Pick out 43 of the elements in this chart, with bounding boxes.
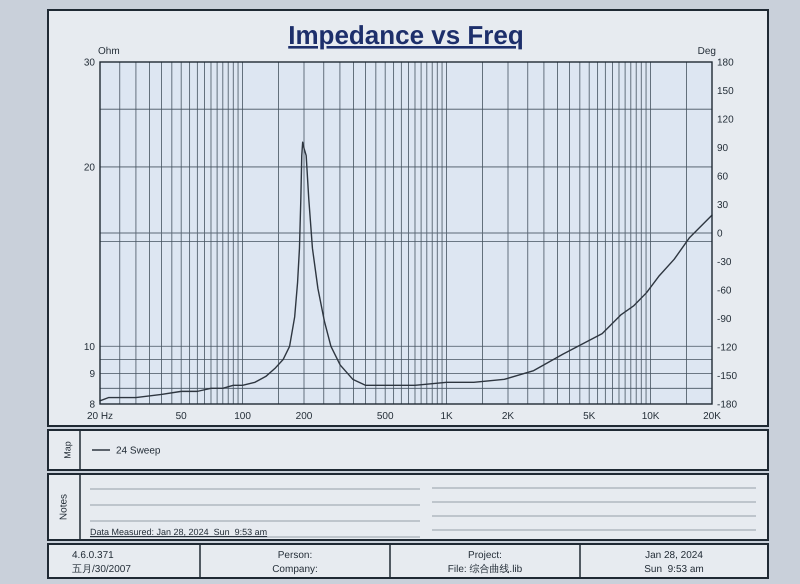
text: Jan 28, 2024 [645,550,704,561]
y2-tick-label: 180 [717,58,734,68]
y2-tick-label: -30 [717,257,732,268]
y-axis-title: Ohm [98,46,120,57]
x-tick-label: 200 [296,411,313,422]
x-tick-label: 100 [234,411,252,422]
text: 4.6.0.371 [72,550,114,561]
text: Company: [272,564,318,575]
y-tick-label: 20 [84,162,96,174]
x-tick-label: 500 [376,411,394,422]
x-tick-label: 10K [642,411,660,422]
y-tick-label: 8 [89,400,96,410]
y2-tick-label: 90 [717,143,729,154]
text: 五月/30/2007 [72,564,132,575]
x-tick-label: 20 Hz [86,411,114,422]
y-tick-label: 30 [84,58,96,68]
legend-title: Map [62,441,72,459]
chart-title: Impedance vs Freq [288,20,524,50]
y-tick-label: 9 [89,369,96,380]
text: Data Measured: Jan 28, 2024 Sun 9:53 am [90,527,268,537]
x-tick-label: 50 [176,411,188,422]
y2-tick-label: 0 [717,228,723,240]
y2-tick-label: 150 [717,86,734,97]
y2-tick-label: -60 [717,286,732,296]
y2-tick-label: -150 [717,371,738,382]
legend-label: 24 Sweep [116,446,161,456]
x-tick-label: 1K [440,411,454,422]
y2-tick-label: -180 [717,400,738,410]
x-tick-label: 20K [703,411,722,422]
text: Sun 9:53 am [644,564,704,575]
text: Person: [278,550,312,561]
y2-tick-label: -90 [717,314,732,325]
x-tick-label: 2K [502,411,514,422]
y2-tick-label: 120 [717,114,734,126]
y2-tick-label: 60 [717,172,729,182]
x-tick-label: 5K [583,411,596,422]
y2-tick-label: -120 [717,342,738,354]
text: File: 综合曲线.lib [448,563,523,575]
y2-axis-title: Deg [698,46,716,57]
text: Project: [468,550,502,561]
y2-tick-label: 30 [717,200,729,211]
y-tick-label: 10 [84,342,96,353]
text: Notes [58,494,70,520]
